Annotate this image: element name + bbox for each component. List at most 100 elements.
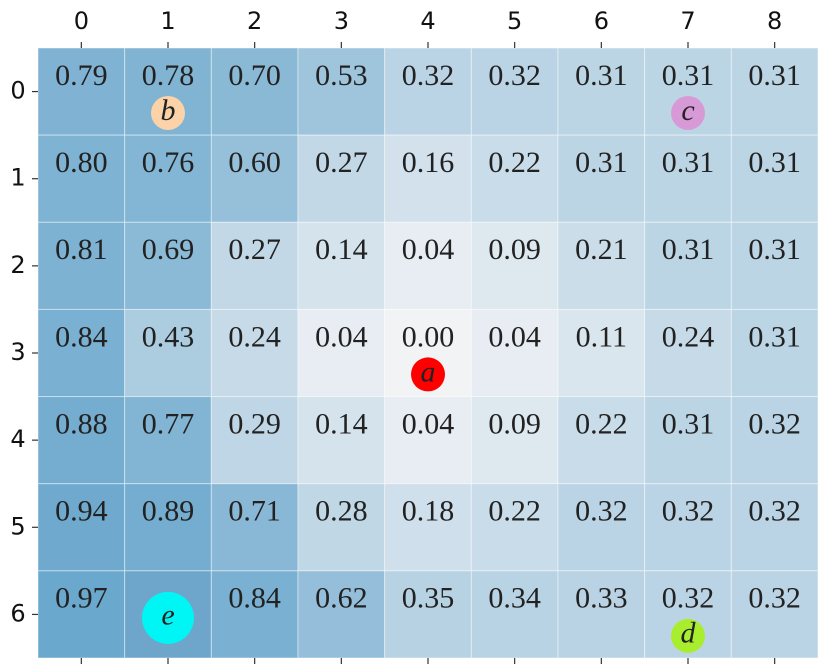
cell-label: 0.31 — [575, 59, 628, 92]
heatmap-cell — [297, 134, 386, 223]
heatmap-cell — [384, 570, 472, 659]
x-tick-label: 3 — [334, 7, 349, 35]
marker — [671, 96, 705, 130]
cell-label: 0.11 — [576, 320, 627, 353]
marker — [671, 618, 705, 653]
cell-label: 0.32 — [575, 495, 628, 528]
cell-label: 0.53 — [315, 59, 368, 92]
marker — [142, 591, 194, 644]
heatmap-cell — [557, 221, 646, 310]
cell-label: 0.84 — [55, 320, 108, 353]
cell-label: 0.32 — [748, 495, 801, 528]
cell-label: 0.09 — [488, 233, 541, 266]
cell-label: 0.24 — [662, 320, 715, 353]
x-tick-label: 7 — [680, 7, 695, 35]
cell-label: 0.35 — [402, 582, 455, 615]
cell-label: 0.71 — [228, 495, 281, 528]
cell-label: 0.22 — [488, 495, 541, 528]
cell-label: 0.31 — [748, 146, 801, 179]
cell-label: 0.34 — [488, 582, 541, 615]
heatmap-cell — [210, 221, 299, 310]
heatmap-cell — [297, 396, 386, 485]
heatmap-cell — [470, 396, 559, 485]
heatmap-cell — [384, 221, 472, 310]
marker-label: e — [161, 599, 174, 632]
y-tick-label: 4 — [10, 425, 25, 453]
cell-label: 0.33 — [575, 582, 628, 615]
cell-label: 0.31 — [662, 233, 715, 266]
cell-label: 0.31 — [575, 146, 628, 179]
heatmap-cell — [37, 483, 126, 572]
heatmap-cell — [210, 483, 299, 572]
x-tick-label: 4 — [420, 7, 435, 35]
heatmap-cell — [730, 221, 819, 310]
cell-label: 0.04 — [488, 320, 541, 353]
heatmap-cell — [297, 308, 386, 398]
heatmap-cell — [210, 570, 299, 659]
cell-label: 0.00 — [402, 320, 455, 353]
heatmap-cell — [384, 483, 472, 572]
cell-label: 0.22 — [488, 146, 541, 179]
y-tick-label: 0 — [10, 77, 25, 105]
cell-label: 0.31 — [662, 59, 715, 92]
heatmap-cell — [644, 134, 732, 223]
heatmap-cell — [37, 570, 126, 659]
cell-label: 0.21 — [575, 233, 628, 266]
cell-label: 0.31 — [748, 59, 801, 92]
cell-label: 0.97 — [55, 582, 108, 615]
x-tick-label: 2 — [247, 7, 262, 35]
x-tick-label: 1 — [160, 7, 175, 35]
x-tick-label: 8 — [767, 7, 782, 35]
cell-label: 0.77 — [142, 407, 195, 440]
heatmap-cell — [644, 308, 732, 398]
heatmap-cell — [124, 221, 212, 310]
heatmap-cell — [37, 308, 126, 398]
cell-label: 0.78 — [142, 59, 195, 92]
cell-label: 0.32 — [662, 495, 715, 528]
cell-label: 0.31 — [662, 407, 715, 440]
cell-label: 0.81 — [55, 233, 108, 266]
cell-label: 0.14 — [315, 233, 368, 266]
heatmap-cell — [37, 47, 126, 136]
cell-label: 0.69 — [142, 233, 195, 266]
heatmap-cell — [730, 483, 819, 572]
cell-label: 0.04 — [315, 320, 368, 353]
marker-label: d — [681, 617, 697, 650]
heatmap-cell — [557, 308, 646, 398]
heatmap-cell — [384, 134, 472, 223]
cell-label: 0.76 — [142, 146, 195, 179]
cell-label: 0.28 — [315, 495, 368, 528]
heatmap-cell — [644, 483, 732, 572]
heatmap-cell — [557, 570, 646, 659]
marker — [411, 357, 445, 392]
cell-label: 0.32 — [488, 59, 541, 92]
heatmap-cell — [730, 134, 819, 223]
cell-label: 0.31 — [748, 320, 801, 353]
heatmap-cell — [730, 308, 819, 398]
y-tick-label: 5 — [10, 512, 25, 540]
cell-label: 0.70 — [228, 59, 281, 92]
cell-label: 0.22 — [575, 407, 628, 440]
cell-label: 0.62 — [315, 582, 368, 615]
cell-label: 0.09 — [488, 407, 541, 440]
heatmap-cell — [470, 134, 559, 223]
heatmap-cell — [37, 396, 126, 485]
cell-label: 0.32 — [748, 582, 801, 615]
cell-label: 0.29 — [228, 407, 281, 440]
cell-label: 0.27 — [315, 146, 368, 179]
heatmap-cell — [470, 47, 559, 136]
cell-label: 0.88 — [55, 407, 108, 440]
marker-label: b — [161, 94, 176, 127]
cell-label: 0.80 — [55, 146, 108, 179]
cell-label: 0.79 — [55, 59, 108, 92]
cell-label: 0.32 — [748, 407, 801, 440]
cell-label: 0.32 — [402, 59, 455, 92]
heatmap-cell — [557, 396, 646, 485]
cell-label: 0.16 — [402, 146, 455, 179]
heatmap-cell — [557, 134, 646, 223]
y-tick-label: 3 — [10, 338, 25, 366]
heatmap-cell — [37, 134, 126, 223]
cell-label: 0.18 — [402, 495, 455, 528]
heatmap-cell — [470, 483, 559, 572]
marker — [151, 96, 185, 130]
